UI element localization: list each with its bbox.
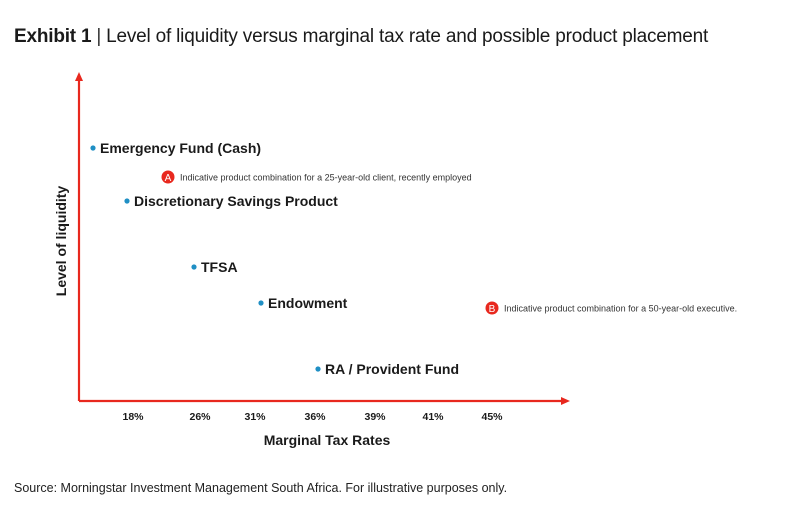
data-point [191,264,197,270]
y-axis-arrow [75,72,83,81]
data-label: Emergency Fund (Cash) [100,140,261,156]
data-point [124,198,130,204]
title-text: Level of liquidity versus marginal tax r… [106,26,709,47]
y-axis-title: Level of liquidity [53,186,69,297]
x-tick-label: 18% [122,411,144,423]
title-separator: | [96,26,102,47]
chart-title: Exhibit 1 | Level of liquidity versus marg… [14,26,708,48]
x-tick-label: 31% [244,411,266,423]
annotation-marker-letter: A [165,173,172,184]
x-tick-label: 39% [364,411,386,423]
data-label: TFSA [201,259,238,275]
source-note: Source: Morningstar Investment Managemen… [14,481,508,495]
data-point [315,366,321,372]
exhibit-label: Exhibit 1 [14,26,92,47]
data-label: RA / Provident Fund [325,361,459,377]
annotation-text: Indicative product combination for a 25-… [180,173,472,183]
x-tick-label: 41% [422,411,444,423]
annotation-marker [161,170,175,184]
scatter-chart: 18% 26% 31% 36% 39% 41% 45% Marginal Tax Rates L… [53,72,737,448]
annotation-text: Indicative product combination for a 50-… [504,304,737,314]
data-point [90,145,96,151]
data-point [258,300,264,306]
data-label: Endowment [268,295,348,311]
annotation-marker-letter: B [489,304,496,315]
x-axis-arrow [561,397,570,405]
annotation-marker [485,301,499,315]
data-label: Discretionary Savings Product [134,193,338,209]
x-tick-label: 36% [304,411,326,423]
x-tick-label: 26% [189,411,211,423]
x-axis-title: Marginal Tax Rates [264,432,391,448]
x-tick-label: 45% [481,411,503,423]
